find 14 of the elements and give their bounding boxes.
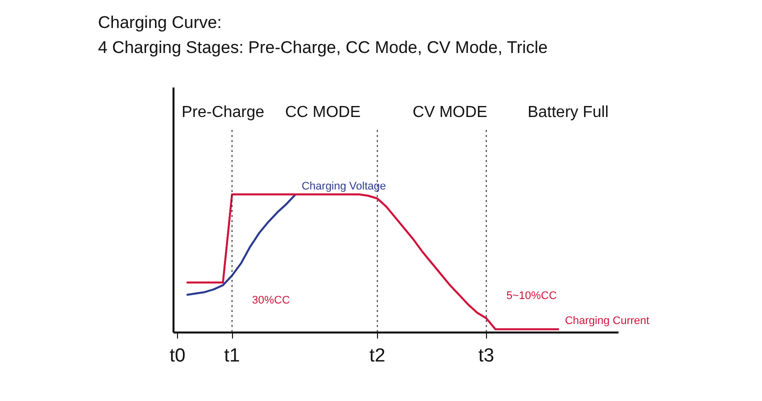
series-label: Charging Current — [564, 315, 650, 328]
text: CV MODE — [412, 104, 488, 121]
chart-title: Charging Curve: — [98, 13, 222, 32]
text: CC MODE — [285, 104, 361, 121]
text: Battery Full — [528, 104, 609, 121]
text: Pre-Charge — [182, 104, 264, 121]
annotation: 30%CC — [252, 294, 290, 306]
annotation: 5~10%CC — [506, 290, 557, 302]
x-tick-label: t1 — [224, 346, 240, 366]
chart-subtitle: 4 Charging Stages: Pre-Charge, CC Mode, CV Mode, Tricle — [98, 38, 548, 57]
x-tick-label: t0 — [170, 346, 186, 366]
series-label: Charging Voltage — [302, 180, 386, 192]
x-tick-label: t3 — [478, 346, 494, 366]
x-tick-label: t2 — [369, 346, 386, 366]
